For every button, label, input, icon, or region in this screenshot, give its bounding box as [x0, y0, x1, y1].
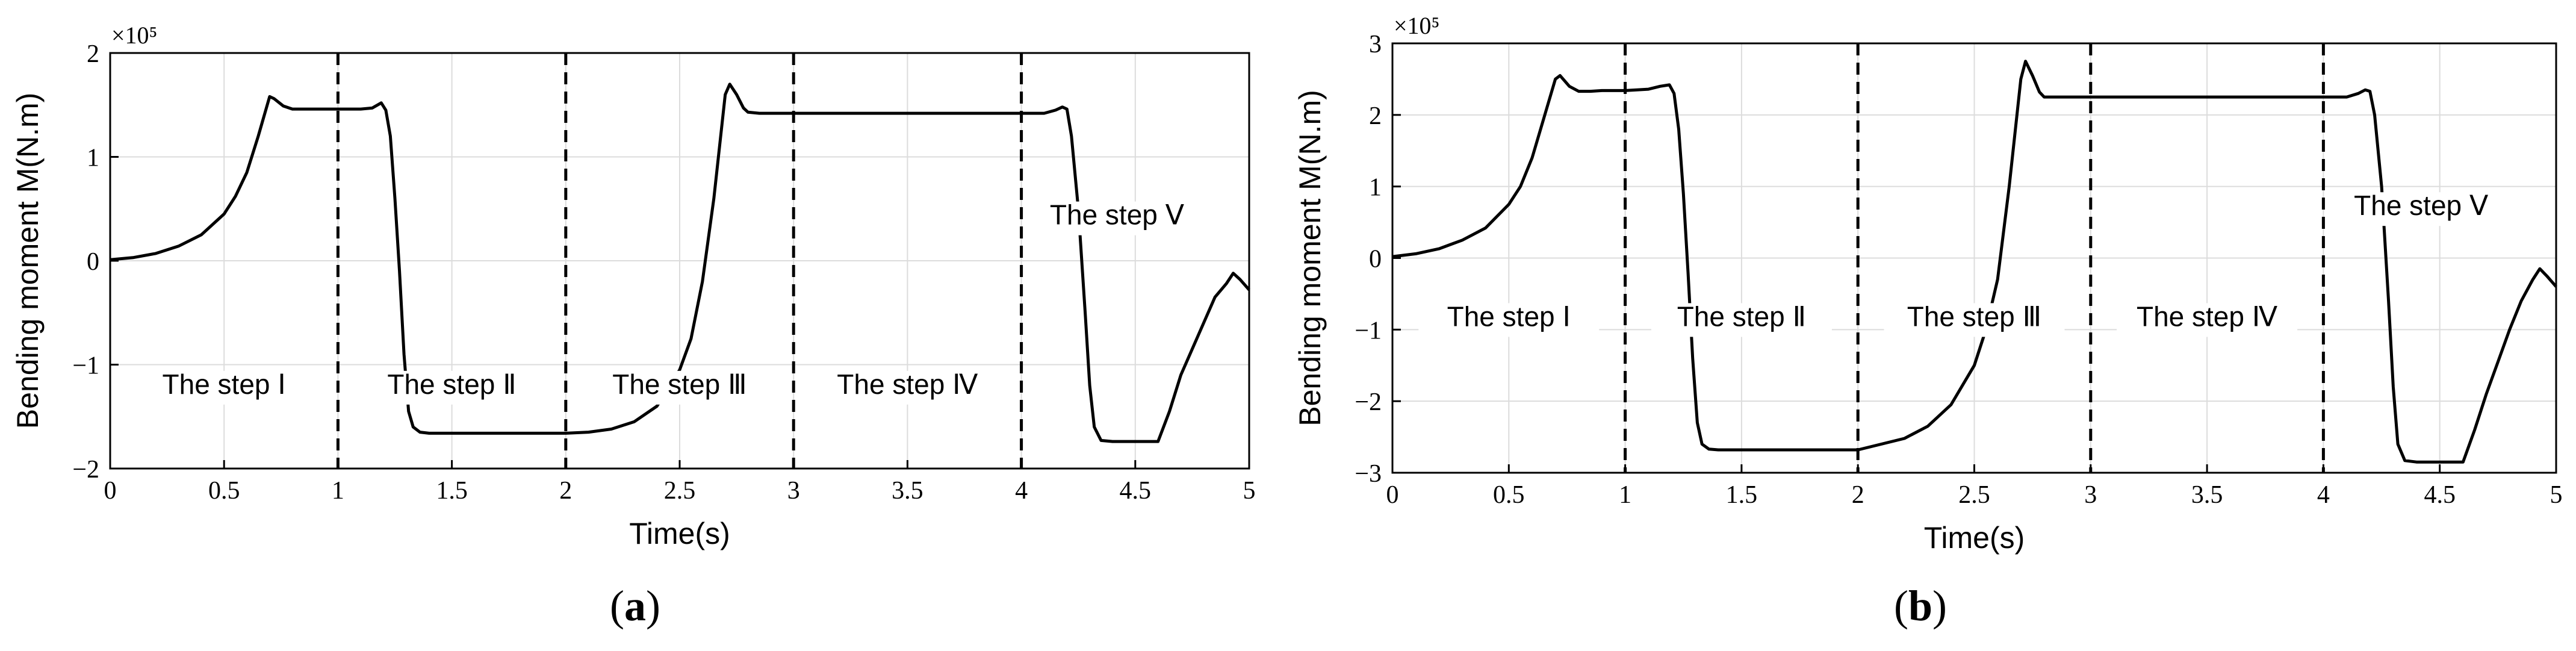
step-label: The step Ⅱ [387, 369, 516, 400]
y-tick-label: −2 [72, 456, 99, 484]
x-axis-label: Time(s) [629, 517, 730, 550]
x-tick-label: 1 [332, 477, 344, 505]
x-tick-label: 3 [787, 477, 800, 505]
step-label: The step Ⅴ [1050, 199, 1185, 231]
step-label-bg [2117, 303, 2298, 337]
x-tick-label: 4.5 [2424, 481, 2456, 509]
series-line [1392, 60, 2557, 464]
x-axis-label: Time(s) [1924, 521, 2025, 555]
x-tick-label: 2.5 [664, 477, 696, 505]
step-label-bg [1418, 303, 1600, 337]
y-axis-label: Bending moment M(N.m) [1293, 90, 1327, 426]
step-label: The step Ⅳ [837, 369, 978, 400]
chart-panel-b: The step Ⅰ The step Ⅱ The step Ⅲ The step Ⅳ… [1293, 12, 2563, 630]
step-label-bg [817, 370, 998, 405]
x-tick-label: 4 [1015, 477, 1028, 505]
step-label-bg [1026, 201, 1208, 235]
y-tick-label: −2 [1355, 388, 1382, 416]
x-tick-label: 5 [1243, 477, 1256, 505]
x-tick-label: 5 [2550, 481, 2563, 509]
y-tick-label: 0 [87, 248, 99, 276]
step-label: The step Ⅴ [2354, 190, 2489, 221]
x-tick-label: 1 [1619, 481, 1631, 509]
chart-panel-a: The step Ⅰ The step Ⅱ The step Ⅲ The step Ⅳ… [11, 22, 1256, 630]
x-tick-label: 0.5 [208, 477, 240, 505]
x-tick-label: 1.5 [436, 477, 468, 505]
y-tick-label: 1 [1369, 174, 1382, 202]
y-tick-label: 3 [1369, 31, 1382, 58]
step-label: The step Ⅰ [1447, 301, 1571, 332]
step-label-bg [1884, 303, 2065, 337]
x-tick-label: 4 [2317, 481, 2330, 509]
step-label: The step Ⅲ [1907, 301, 2042, 332]
y-tick-label: −1 [1355, 317, 1382, 344]
y-axis-label: Bending moment M(N.m) [11, 93, 45, 429]
y-tick-label: 2 [1369, 102, 1382, 130]
y-tick-label: 0 [1369, 246, 1382, 273]
x-tick-label: 3.5 [2191, 481, 2223, 509]
y-tick-label: −3 [1355, 460, 1382, 488]
x-tick-label: 0 [1386, 481, 1399, 509]
y-tick-label: 2 [87, 40, 99, 68]
step-label-bg [1651, 303, 1832, 337]
step-label: The step Ⅱ [1677, 301, 1806, 332]
x-tick-label: 0 [104, 477, 117, 505]
step-label-bg [2330, 192, 2512, 226]
x-tick-label: 3.5 [892, 477, 923, 505]
x-tick-label: 3 [2084, 481, 2097, 509]
step-label: The step Ⅳ [2137, 301, 2278, 332]
x-tick-label: 1.5 [1726, 481, 1758, 509]
step-label-bg [134, 370, 315, 405]
panel-label: (a) [610, 582, 660, 630]
x-tick-label: 2 [559, 477, 572, 505]
y-exponent-label: ×10⁵ [1394, 12, 1440, 39]
y-exponent-label: ×10⁵ [111, 22, 158, 49]
step-label-bg [589, 370, 770, 405]
step-label: The step Ⅰ [163, 369, 286, 400]
x-tick-label: 2 [1852, 481, 1864, 509]
y-tick-label: −1 [72, 352, 99, 380]
x-tick-label: 0.5 [1493, 481, 1525, 509]
step-label: The step Ⅲ [612, 369, 747, 400]
y-tick-label: 1 [87, 145, 99, 172]
step-label-bg [361, 370, 542, 405]
x-tick-label: 2.5 [1958, 481, 1990, 509]
x-tick-label: 4.5 [1120, 477, 1152, 505]
panel-label: (b) [1894, 582, 1947, 630]
